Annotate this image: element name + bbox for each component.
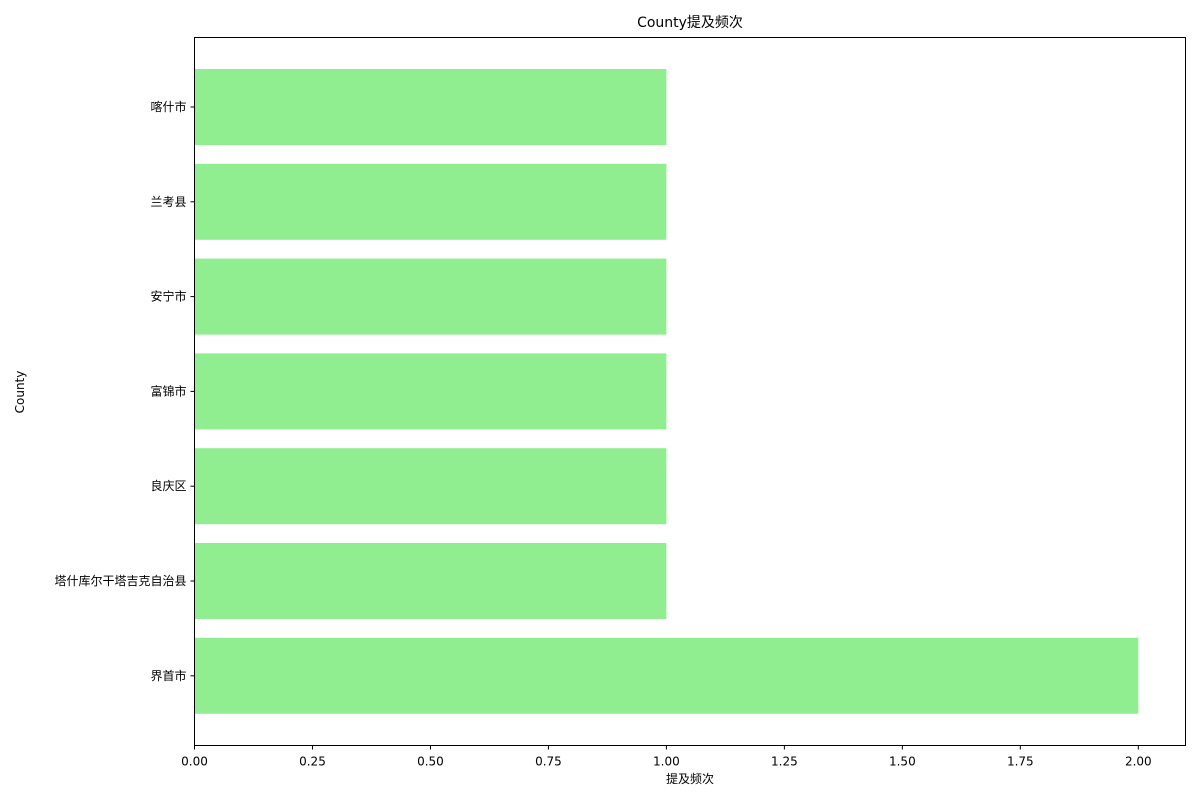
y-tick-label: 良庆区 [150, 478, 186, 493]
bar-5 [194, 163, 667, 240]
bar-3 [194, 353, 667, 430]
bar-2 [194, 448, 667, 525]
y-tick-label: 塔什库尔干塔吉克自治县 [54, 573, 186, 588]
x-tick-label: 0.50 [417, 755, 444, 769]
x-tick-label: 1.75 [1007, 755, 1034, 769]
x-tick-label: 0.75 [535, 755, 562, 769]
y-tick-label: 界首市 [150, 668, 186, 683]
chart-title: County提及频次 [637, 15, 743, 31]
bar-6 [194, 69, 667, 145]
y-axis-label: County [13, 371, 27, 414]
x-tick-label: 1.25 [771, 755, 798, 769]
x-ticks-group: 0.00 0.25 0.50 0.75 1.00 1.25 1.50 1.75 2.00 [181, 745, 1152, 769]
bar-0 [194, 637, 1139, 714]
plot-frame [194, 37, 1186, 746]
bar-1 [194, 543, 667, 619]
x-tick-label: 0.00 [181, 755, 208, 769]
x-tick-label: 1.50 [889, 755, 916, 769]
y-tick-label: 喀什市 [150, 99, 186, 114]
y-tick-label: 安宁市 [150, 289, 186, 304]
bar-4 [194, 258, 667, 335]
x-tick-label: 2.00 [1125, 755, 1152, 769]
x-tick-label: 1.00 [653, 755, 680, 769]
x-tick-label: 0.25 [299, 755, 326, 769]
x-axis-label: 提及频次 [666, 771, 714, 786]
bars-group [194, 69, 1139, 714]
y-tick-label: 兰考县 [150, 195, 186, 209]
y-ticks-group: 界首市 塔什库尔干塔吉克自治县 良庆区 富锦市 安宁市 兰考县 喀什市 [54, 99, 195, 683]
y-tick-label: 富锦市 [150, 383, 186, 398]
